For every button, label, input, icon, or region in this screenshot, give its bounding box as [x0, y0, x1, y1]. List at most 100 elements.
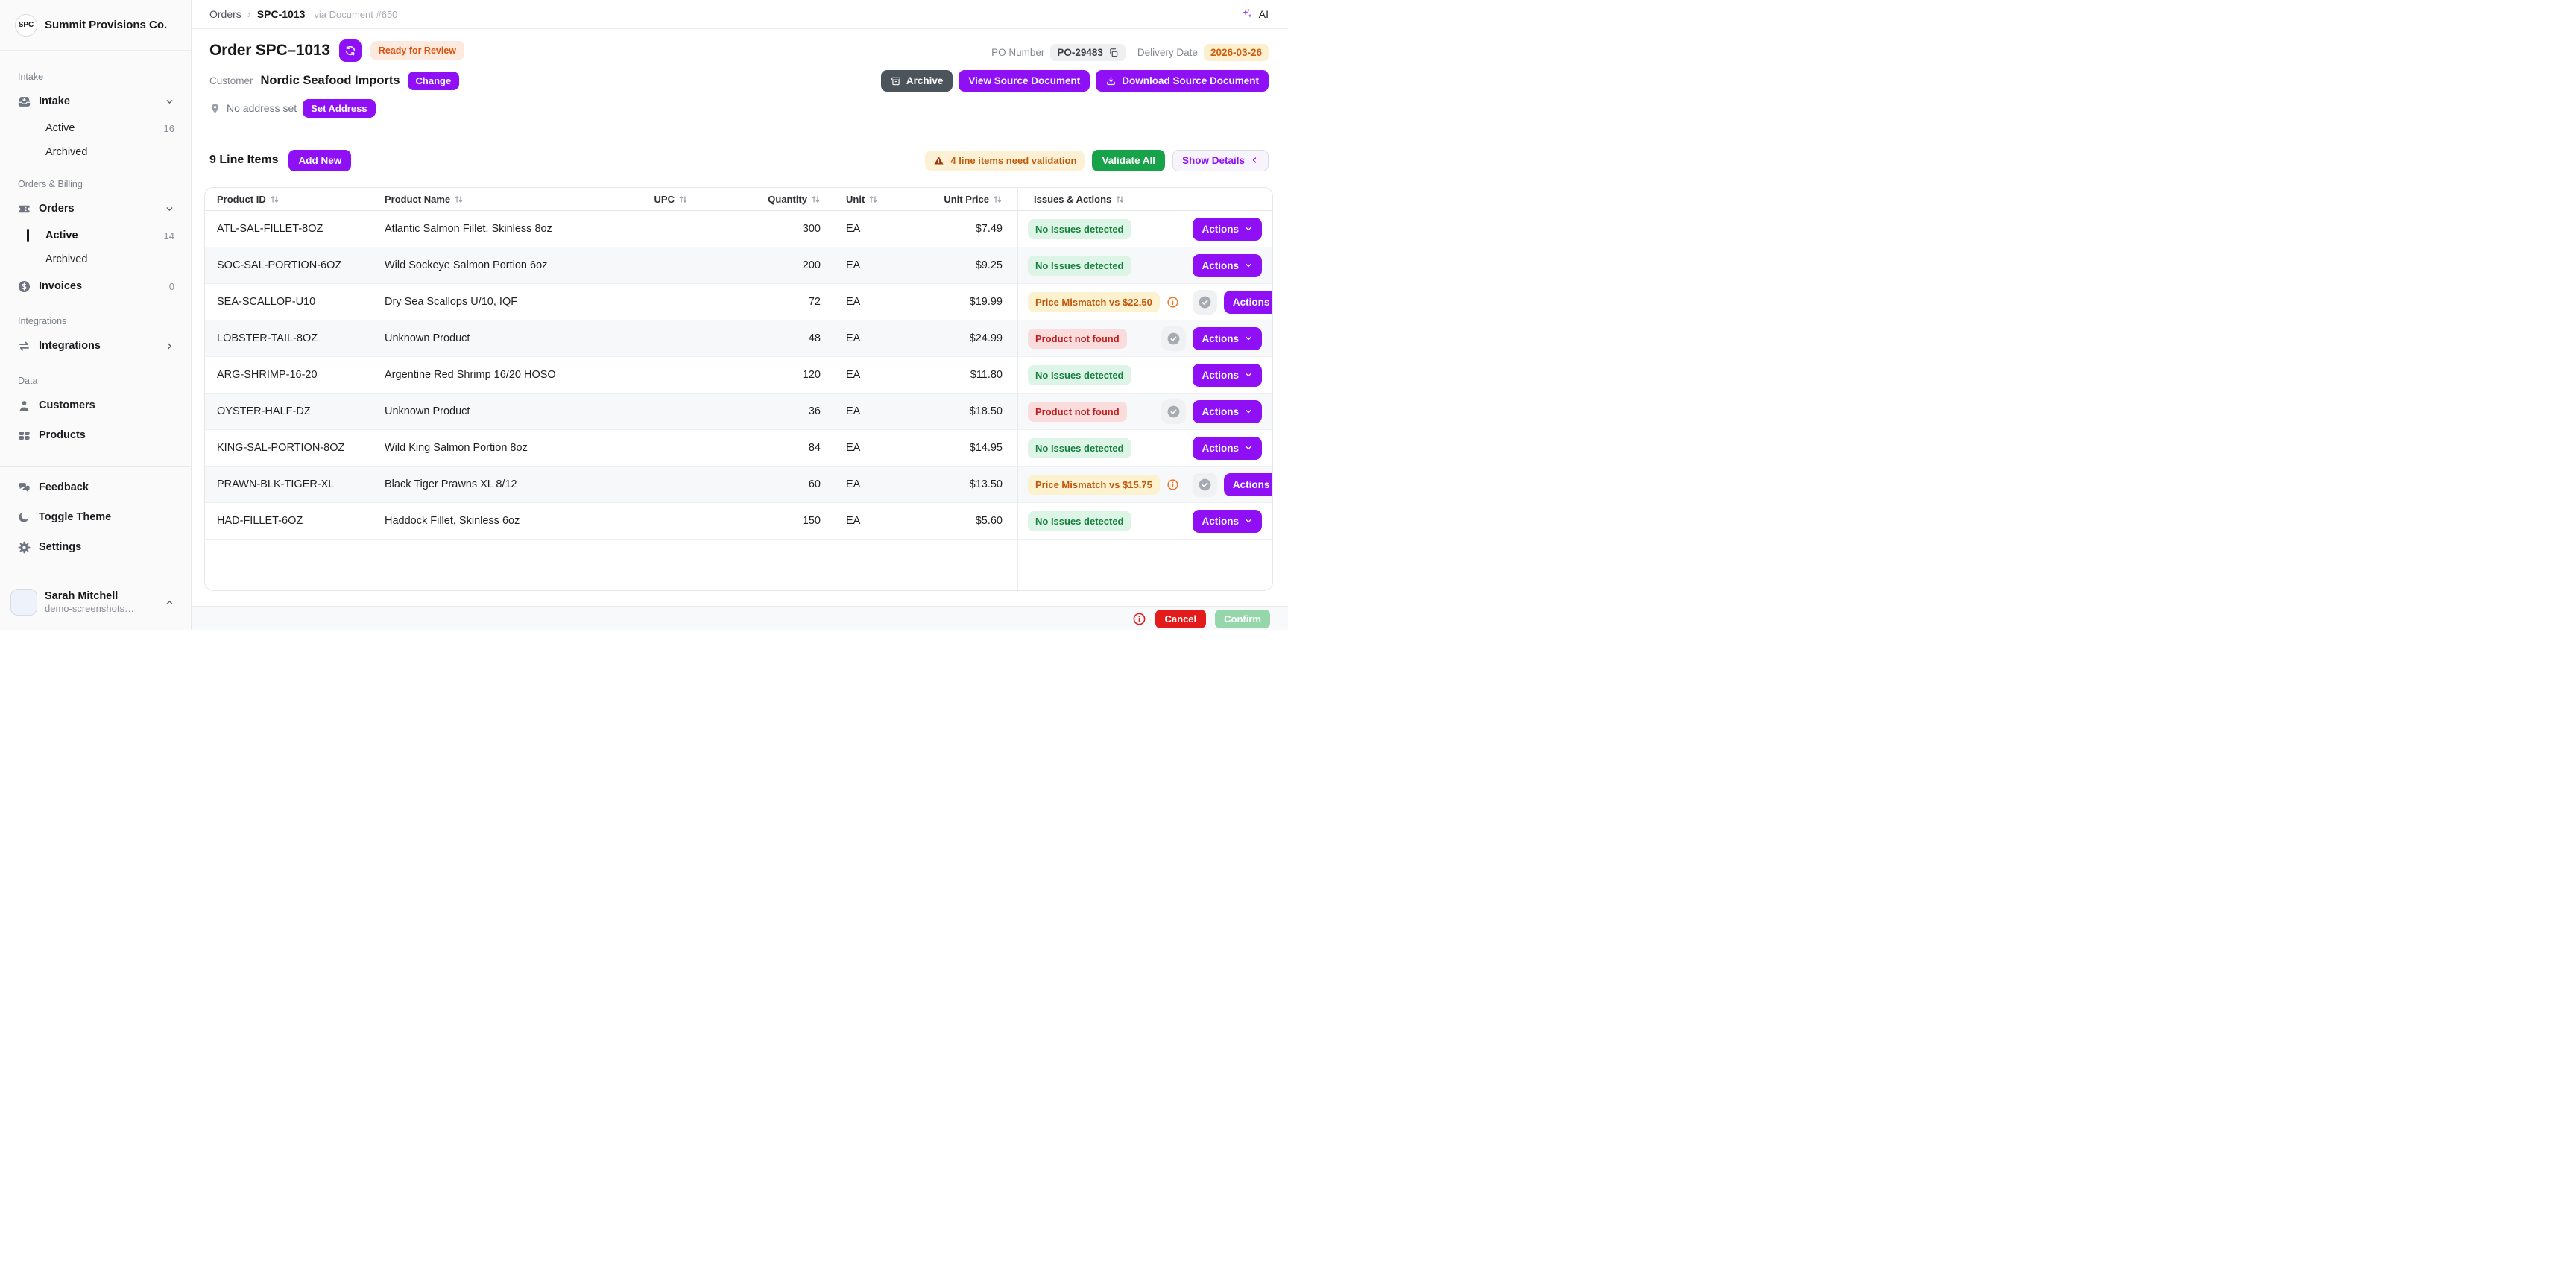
table-row[interactable]: OYSTER-HALF-DZ Unknown Product 36 EA $18… — [205, 394, 1272, 430]
cell-unit-price: $5.60 — [975, 515, 1003, 527]
main-content: Orders › SPC-1013 via Document #650 AI O… — [192, 0, 1288, 630]
column-header-quantity[interactable]: Quantity — [697, 194, 830, 205]
actions-button[interactable]: Actions — [1193, 399, 1262, 423]
ai-button[interactable]: AI — [1240, 7, 1269, 21]
sort-icon — [270, 195, 280, 204]
sidebar-item-integrations[interactable]: Integrations — [9, 331, 182, 361]
sidebar-item-intake[interactable]: Intake — [9, 86, 182, 116]
chevron-down-icon — [1244, 370, 1253, 379]
sidebar-item-orders-active[interactable]: Active 14 — [9, 224, 182, 247]
column-divider — [1017, 188, 1018, 590]
add-new-button[interactable]: Add New — [288, 149, 352, 171]
table-row[interactable]: SOC-SAL-PORTION-6OZ Wild Sockeye Salmon … — [205, 247, 1272, 284]
table-row[interactable]: HAD-FILLET-6OZ Haddock Fillet, Skinless … — [205, 503, 1272, 540]
table-row[interactable]: ATL-SAL-FILLET-8OZ Atlantic Salmon Fille… — [205, 211, 1272, 247]
show-details-button[interactable]: Show Details — [1172, 149, 1269, 171]
po-number-label: PO Number — [991, 47, 1045, 58]
sidebar-item-toggle-theme[interactable]: Toggle Theme — [9, 502, 182, 532]
sidebar-item-settings[interactable]: Settings — [9, 532, 182, 562]
actions-button[interactable]: Actions — [1223, 290, 1272, 314]
actions-button[interactable]: Actions — [1193, 326, 1262, 350]
ai-label: AI — [1258, 8, 1269, 20]
download-label: Download Source Document — [1122, 75, 1259, 86]
resolve-button[interactable] — [1161, 326, 1187, 351]
actions-button[interactable]: Actions — [1193, 253, 1262, 277]
cell-product-id: SEA-SCALLOP-U10 — [217, 296, 316, 308]
customer-label: Customer — [209, 75, 253, 86]
change-customer-button[interactable]: Change — [407, 71, 460, 90]
cell-issues-actions: Product not found Actions — [1017, 394, 1272, 429]
column-header-issues-actions[interactable]: Issues & Actions — [1017, 194, 1272, 205]
archive-button[interactable]: Archive — [880, 70, 953, 92]
cell-unit: EA — [846, 405, 861, 417]
table-row[interactable]: KING-SAL-PORTION-8OZ Wild King Salmon Po… — [205, 430, 1272, 467]
issue-badge: No Issues detected — [1028, 255, 1131, 276]
sidebar-item-feedback[interactable]: Feedback — [9, 473, 182, 502]
column-header-upc[interactable]: UPC — [578, 194, 697, 205]
boxes-icon — [16, 428, 31, 443]
cell-issues-actions: No Issues detected Actions — [1017, 211, 1272, 247]
view-source-document-button[interactable]: View Source Document — [959, 70, 1090, 92]
cell-product-id: ARG-SHRIMP-16-20 — [217, 369, 318, 381]
cell-unit-price: $24.99 — [969, 332, 1003, 344]
breadcrumb-via-document: via Document #650 — [314, 8, 398, 20]
table-row[interactable]: PRAWN-BLK-TIGER-XL Black Tiger Prawns XL… — [205, 467, 1272, 503]
resolve-button[interactable] — [1192, 472, 1217, 497]
actions-button[interactable]: Actions — [1193, 436, 1262, 460]
cell-product-name: Black Tiger Prawns XL 8/12 — [385, 478, 517, 490]
column-header-unit[interactable]: Unit — [830, 194, 921, 205]
cell-unit-price: $9.25 — [975, 259, 1003, 271]
actions-button[interactable]: Actions — [1193, 363, 1262, 387]
sidebar-item-label: Orders — [39, 203, 75, 215]
column-header-product-name[interactable]: Product Name — [376, 194, 578, 205]
actions-button[interactable]: Actions — [1223, 473, 1272, 496]
issue-info-icon[interactable] — [1167, 296, 1179, 309]
table-row[interactable]: ARG-SHRIMP-16-20 Argentine Red Shrimp 16… — [205, 357, 1272, 394]
download-source-document-button[interactable]: Download Source Document — [1096, 70, 1269, 92]
copy-icon[interactable] — [1108, 48, 1119, 58]
cell-product-id: PRAWN-BLK-TIGER-XL — [217, 478, 335, 490]
error-info-icon[interactable] — [1132, 612, 1146, 626]
sub-item-label: Archived — [45, 253, 88, 265]
sort-icon — [1115, 195, 1125, 204]
resolve-button[interactable] — [1192, 289, 1217, 315]
delivery-date-value[interactable]: 2026-03-26 — [1203, 44, 1269, 61]
sidebar-item-intake-archived[interactable]: Archived — [9, 140, 182, 164]
cell-product-id: SOC-SAL-PORTION-6OZ — [217, 259, 342, 271]
sidebar-item-orders[interactable]: Orders — [9, 194, 182, 224]
validate-all-button[interactable]: Validate All — [1092, 149, 1165, 171]
issue-info-icon[interactable] — [1167, 478, 1179, 491]
cell-product-id: OYSTER-HALF-DZ — [217, 405, 311, 417]
issue-badge: No Issues detected — [1028, 437, 1131, 458]
actions-button[interactable]: Actions — [1193, 217, 1262, 241]
sort-icon — [454, 195, 464, 204]
breadcrumb-orders-link[interactable]: Orders — [209, 8, 242, 20]
sidebar-item-orders-archived[interactable]: Archived — [9, 247, 182, 271]
table-row[interactable]: LOBSTER-TAIL-8OZ Unknown Product 48 EA $… — [205, 320, 1272, 357]
table-row[interactable]: SEA-SCALLOP-U10 Dry Sea Scallops U/10, I… — [205, 284, 1272, 320]
chevron-down-icon — [1244, 443, 1253, 452]
column-header-product-id[interactable]: Product ID — [205, 194, 376, 205]
cell-unit-price: $7.49 — [975, 223, 1003, 235]
issue-badge: No Issues detected — [1028, 218, 1131, 239]
sidebar-item-intake-active[interactable]: Active 16 — [9, 116, 182, 140]
cell-product-name: Wild Sockeye Salmon Portion 6oz — [385, 259, 548, 271]
refresh-button[interactable] — [338, 39, 362, 62]
set-address-button[interactable]: Set Address — [303, 98, 376, 118]
chevron-down-icon — [165, 97, 174, 107]
breadcrumb-separator: › — [247, 7, 251, 21]
sidebar-item-label: Integrations — [39, 340, 101, 352]
resolve-button[interactable] — [1161, 399, 1187, 424]
show-details-label: Show Details — [1181, 154, 1245, 166]
cell-unit-price: $19.99 — [969, 296, 1003, 308]
count-badge: 0 — [168, 280, 174, 292]
order-header-left: Order SPC–1013 Ready for Review Customer… — [209, 39, 465, 118]
sidebar-item-invoices[interactable]: Invoices 0 — [9, 271, 182, 301]
confirm-button[interactable]: Confirm — [1215, 609, 1270, 628]
column-header-unit-price[interactable]: Unit Price — [921, 194, 1017, 205]
actions-button[interactable]: Actions — [1193, 509, 1262, 533]
cancel-button[interactable]: Cancel — [1155, 609, 1207, 628]
user-menu[interactable]: Sarah Mitchell demo-screenshots… — [9, 589, 182, 630]
sidebar-item-products[interactable]: Products — [9, 420, 182, 450]
sidebar-item-customers[interactable]: Customers — [9, 391, 182, 420]
